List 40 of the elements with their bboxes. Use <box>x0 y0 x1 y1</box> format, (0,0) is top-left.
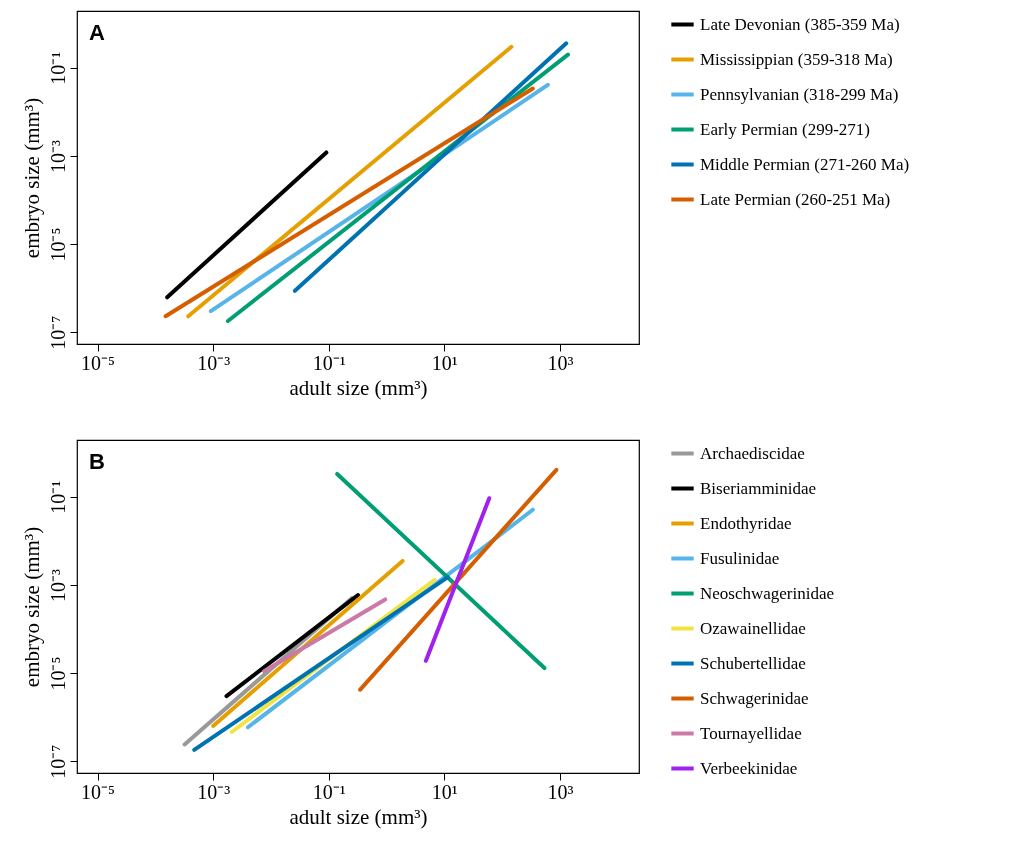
legend-label: Verbeekinidae <box>700 758 798 778</box>
legend-label: Mississippian (359-318 Ma) <box>700 49 893 69</box>
y-tick-label: 10⁻⁵ <box>46 656 69 691</box>
y-tick-label: 10⁻¹ <box>46 480 69 514</box>
legend-label: Late Permian (260-251 Ma) <box>700 189 891 209</box>
y-tick-label: 10⁻³ <box>46 139 69 173</box>
legend-label: Late Devonian (385-359 Ma) <box>700 14 900 34</box>
y-tick-label: 10⁻⁵ <box>46 227 69 262</box>
legend-label: Pennsylvanian (318-299 Ma) <box>700 84 899 104</box>
annotation: A <box>89 20 105 45</box>
x-tick-label: 10⁻¹ <box>312 351 346 374</box>
y-axis-title: embryo size (mm³) <box>19 526 44 688</box>
x-tick-label: 10⁻⁵ <box>81 780 116 803</box>
x-tick-label: 10¹ <box>431 780 458 803</box>
x-axis-title: adult size (mm³) <box>289 804 428 829</box>
legend-label: Tournayellidae <box>700 723 802 743</box>
x-tick-label: 10¹ <box>431 351 458 374</box>
annotation: B <box>89 449 105 474</box>
legend-label: Schwagerinidae <box>700 688 809 708</box>
y-axis-title: embryo size (mm³) <box>19 97 44 259</box>
legend-label: Endothyridae <box>700 513 792 533</box>
x-tick-label: 10⁻¹ <box>312 780 346 803</box>
y-tick-label: 10⁻⁷ <box>46 744 69 779</box>
y-tick-label: 10⁻⁷ <box>46 315 69 350</box>
legend-label: Biseriamminidae <box>700 478 817 498</box>
y-tick-label: 10⁻¹ <box>46 51 69 85</box>
x-tick-label: 10³ <box>547 351 574 374</box>
x-tick-label: 10⁻⁵ <box>81 351 116 374</box>
legend-label: Neoschwagerinidae <box>700 583 835 603</box>
legend-label: Schubertellidae <box>700 653 806 673</box>
x-tick-label: 10⁻³ <box>197 780 231 803</box>
legend-label: Early Permian (299-271) <box>700 119 870 139</box>
legend-label: Middle Permian (271-260 Ma) <box>700 154 910 174</box>
x-tick-label: 10³ <box>547 780 574 803</box>
legend-label: Archaediscidae <box>700 443 805 463</box>
y-tick-label: 10⁻³ <box>46 568 69 602</box>
legend-label: Ozawainellidae <box>700 618 806 638</box>
legend-label: Fusulinidae <box>700 548 780 568</box>
x-axis-title: adult size (mm³) <box>289 375 428 400</box>
x-tick-label: 10⁻³ <box>197 351 231 374</box>
